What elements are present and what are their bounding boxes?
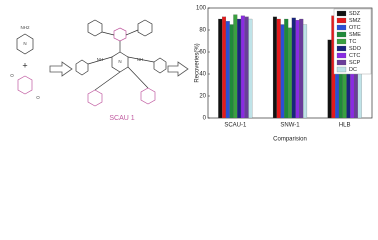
bar [225, 21, 230, 119]
triazine-ring [137, 19, 153, 37]
atom-label: NH [97, 57, 104, 62]
bar [303, 24, 308, 119]
bonds [87, 29, 155, 91]
bar [299, 18, 304, 119]
bar [291, 17, 296, 119]
page: NH2 N + O O N NH NH SCAU 1 Recoveries(%)… [10, 5, 373, 143]
y-tick-label: 20 [199, 94, 206, 100]
legend-swatch [336, 38, 347, 45]
cyclohexane-ring [17, 75, 33, 95]
bar [276, 18, 281, 119]
legend-label: TC [349, 39, 356, 45]
legend-swatch [336, 17, 347, 24]
legend-label: SME [349, 32, 361, 38]
bar [229, 24, 234, 119]
triazine-ring [153, 57, 167, 74]
legend-label: SCP [349, 60, 361, 66]
legend-swatch [336, 24, 347, 31]
atom-label: NH [137, 57, 144, 62]
y-tick-label: 100 [196, 6, 207, 12]
figure: NH2 N + O O N NH NH SCAU 1 Recoveries(%)… [10, 6, 373, 143]
legend-label: OTC [349, 25, 361, 31]
bar [244, 16, 249, 119]
cyclohexane-ring [140, 87, 156, 105]
x-tick-label: SNW-1 [280, 123, 300, 129]
x-axis-label: Comparision [273, 137, 307, 143]
legend-swatch [336, 31, 347, 38]
x-tick-label: SCAU-1 [224, 123, 247, 129]
bar [295, 20, 300, 119]
bar [222, 16, 227, 119]
bar [288, 27, 292, 119]
legend-label: CTC [349, 53, 360, 59]
y-tick-label: 80 [199, 28, 206, 34]
bar [237, 18, 242, 119]
plus-sign: + [22, 60, 27, 70]
cyclohexane-ring [87, 89, 103, 107]
triazine-ring [87, 19, 103, 37]
legend-label: DC [349, 67, 357, 73]
legend-swatch [336, 10, 347, 17]
legend-label: SDZ [349, 11, 361, 17]
atom-label: O [36, 95, 40, 100]
atom-label: O [10, 73, 14, 78]
triazine-ring [75, 59, 89, 76]
atom-label: N [118, 59, 121, 64]
bar [350, 68, 355, 119]
y-tick-label: 40 [199, 72, 206, 78]
legend-swatch [336, 45, 347, 52]
atom-label: NH2 [20, 25, 29, 30]
triazine-ring [16, 33, 34, 55]
legend-swatch [336, 52, 347, 59]
legend-label: SDO [349, 46, 362, 52]
bar [233, 14, 238, 119]
reaction-diagram: NH2 N + O O N NH NH SCAU 1 [10, 19, 189, 122]
bar [218, 18, 223, 119]
x-tick-label: HLB [339, 123, 351, 129]
bar [327, 39, 332, 119]
cyclohexane-ring [113, 27, 127, 42]
bar [280, 24, 285, 119]
legend-label: SMZ [349, 18, 361, 24]
bar [272, 16, 277, 119]
y-tick-label: 60 [199, 50, 206, 56]
arrow [49, 61, 73, 77]
legend-swatch [336, 66, 347, 73]
bar [248, 18, 253, 119]
atom-label: N [23, 41, 26, 46]
bar [284, 18, 289, 119]
arrow [167, 61, 189, 77]
bar [240, 15, 245, 119]
legend-swatch [336, 59, 347, 66]
product-label: SCAU 1 [109, 115, 134, 122]
y-tick-label: 0 [203, 116, 207, 122]
y-axis-label: Recoveries(%) [195, 43, 201, 82]
